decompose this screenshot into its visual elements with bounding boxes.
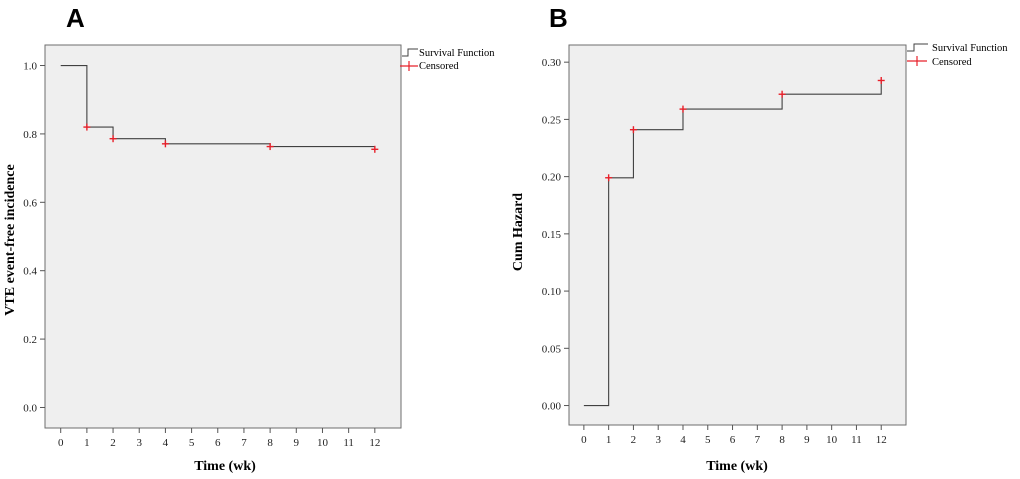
panel-b: B 0 1 2 3 4 5 6 7 8 9 10 11 120.000.050.100.150.200.… <box>511 3 1008 474</box>
y-tick-label: 0.05 <box>542 343 562 355</box>
panel-a-series <box>60 64 379 153</box>
y-tick-label: 0.00 <box>542 401 562 413</box>
panel-b-x-axis-title: Time (wk) <box>706 459 768 474</box>
panel-b-series <box>583 76 885 407</box>
y-tick-label: 0.0 <box>23 402 37 414</box>
y-tick-label: 0.8 <box>23 129 37 141</box>
y-tick-label: 0.30 <box>542 57 562 69</box>
censored-mark <box>629 126 637 134</box>
censored-mark <box>371 145 379 153</box>
x-tick-label: 1 <box>84 437 90 449</box>
x-tick-label: 9 <box>804 434 810 446</box>
panel-a-legend: Survival Function Censored <box>400 48 495 72</box>
x-tick-label: 3 <box>136 437 142 449</box>
x-tick-label: 1 <box>606 434 612 446</box>
censored-mark <box>161 140 169 148</box>
x-tick-label: 11 <box>343 437 354 449</box>
x-tick-label: 11 <box>851 434 862 446</box>
legend-survival-function-label: Survival Function <box>932 43 1008 54</box>
y-tick-label: 0.6 <box>23 197 37 209</box>
censored-mark <box>266 143 274 151</box>
legend-survival-function-symbol <box>402 48 418 57</box>
panel-a-y-axis-title: VTE event-free incidence <box>3 164 18 315</box>
censored-mark <box>778 90 786 98</box>
x-tick-label: 12 <box>876 434 887 446</box>
legend-censored-label: Censored <box>932 57 972 68</box>
x-tick-label: 3 <box>655 434 661 446</box>
panel-b-plot-area <box>568 44 907 426</box>
panel-a: A 0 1 2 3 4 5 6 7 8 9 10 11 120.00.20.40.60.81.0 Sur… <box>3 3 495 474</box>
panel-a-ticks: 0 1 2 3 4 5 6 7 8 9 10 11 120.00.20.40.60.81.0 <box>23 61 380 449</box>
legend-censored-label: Censored <box>419 61 459 72</box>
x-tick-label: 8 <box>779 434 785 446</box>
y-tick-label: 0.20 <box>542 172 562 184</box>
survival-step-line <box>583 80 882 407</box>
y-tick-label: 1.0 <box>23 61 37 73</box>
panel-a-x-axis-title: Time (wk) <box>194 459 256 474</box>
y-tick-label: 0.15 <box>542 229 562 241</box>
censored-mark <box>877 76 885 84</box>
x-tick-label: 6 <box>730 434 736 446</box>
panel-b-letter: B <box>549 3 568 33</box>
panel-b-legend: Survival Function Censored <box>907 43 1008 68</box>
x-tick-label: 5 <box>705 434 711 446</box>
panel-a-plot-area <box>44 44 402 429</box>
censored-mark <box>679 105 687 113</box>
x-tick-label: 5 <box>189 437 195 449</box>
x-tick-label: 12 <box>369 437 380 449</box>
legend-survival-function-symbol <box>907 43 928 52</box>
x-tick-label: 7 <box>755 434 761 446</box>
legend-survival-function-label: Survival Function <box>419 48 495 59</box>
x-tick-label: 10 <box>826 434 838 446</box>
x-tick-label: 10 <box>317 437 329 449</box>
censored-mark <box>109 135 117 143</box>
y-tick-label: 0.10 <box>542 286 562 298</box>
y-tick-label: 0.4 <box>23 266 37 278</box>
x-tick-label: 2 <box>631 434 637 446</box>
x-tick-label: 4 <box>163 437 169 449</box>
x-tick-label: 8 <box>267 437 273 449</box>
y-tick-label: 0.2 <box>23 334 37 346</box>
x-tick-label: 0 <box>581 434 587 446</box>
x-tick-label: 6 <box>215 437 221 449</box>
censored-mark <box>83 123 91 131</box>
panel-b-y-axis-title: Cum Hazard <box>511 193 526 271</box>
censored-mark <box>605 174 613 182</box>
panel-a-letter: A <box>66 3 85 33</box>
y-tick-label: 0.25 <box>542 114 562 126</box>
x-tick-label: 0 <box>58 437 64 449</box>
x-tick-label: 7 <box>241 437 247 449</box>
x-tick-label: 9 <box>294 437 300 449</box>
x-tick-label: 4 <box>680 434 686 446</box>
panel-b-ticks: 0 1 2 3 4 5 6 7 8 9 10 11 120.000.050.100.150.200.25… <box>542 57 887 446</box>
x-tick-label: 2 <box>110 437 116 449</box>
